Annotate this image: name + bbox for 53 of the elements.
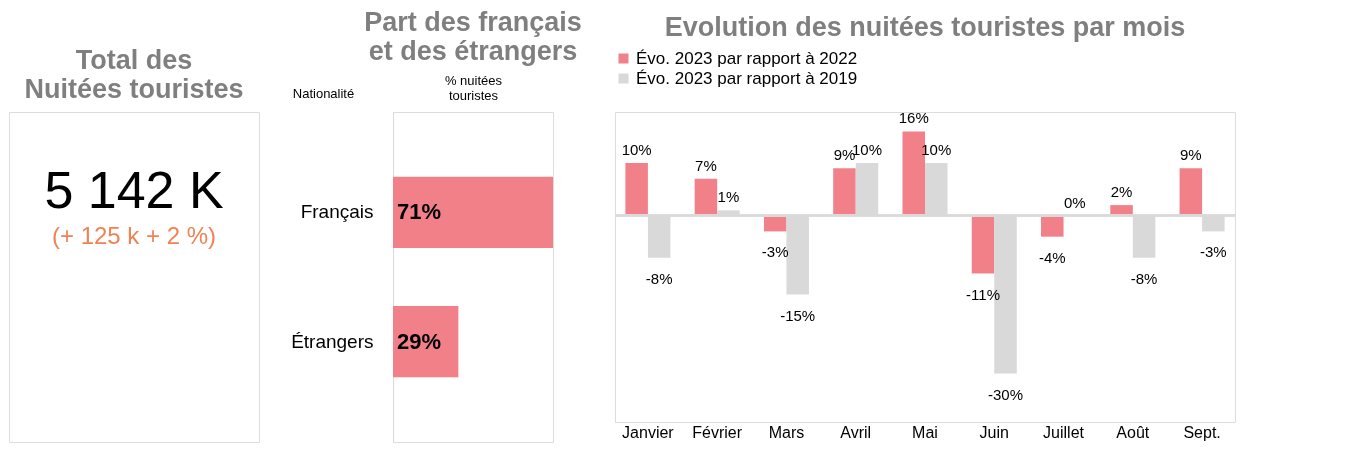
data-label: 7% <box>695 156 717 174</box>
legend-label: Évo. 2023 par rapport à 2022 <box>636 48 858 68</box>
x-tick-label: Mai <box>912 423 938 441</box>
bar <box>1132 215 1156 258</box>
bar <box>925 162 948 216</box>
bar <box>786 215 809 295</box>
data-label: -15% <box>780 306 816 324</box>
data-label: 10% <box>621 140 652 158</box>
x-tick-label: Août <box>1116 423 1150 441</box>
x-tick-label: Juillet <box>1043 423 1085 441</box>
bar <box>971 215 995 274</box>
bar <box>717 210 740 216</box>
y-axis-title: Nationalité <box>292 85 355 101</box>
bar <box>1202 215 1225 232</box>
bar <box>1041 215 1064 237</box>
data-label: -4% <box>1038 248 1066 266</box>
data-label: -8% <box>645 269 673 287</box>
data-label: 1% <box>717 188 740 206</box>
x-tick-label: Avril <box>840 423 872 441</box>
bar <box>1179 168 1203 216</box>
text: Total des Nuitées touristes <box>24 45 244 104</box>
x-tick-label: Mars <box>768 423 805 441</box>
data-label: 71% <box>397 199 442 225</box>
data-label: 10% <box>921 140 952 158</box>
bar <box>647 215 671 258</box>
data-label: -3% <box>761 243 789 261</box>
legend-label: Évo. 2023 par rapport à 2019 <box>636 68 858 88</box>
y-tick-label: Français <box>300 201 374 223</box>
data-label: -11% <box>966 285 1000 303</box>
data-label: 29% <box>397 328 442 354</box>
data-label: 16% <box>898 109 929 127</box>
x-tick-label: Février <box>692 423 743 441</box>
text: (+ 125 k + 2 %) <box>51 222 217 249</box>
x-tick-label: Janvier <box>622 423 675 441</box>
x-axis-title: % nuitées touristes <box>444 72 503 103</box>
bar <box>855 162 879 216</box>
data-label: -8% <box>1130 269 1158 287</box>
bar <box>625 162 648 216</box>
y-tick-label: Étrangers <box>291 330 374 352</box>
data-label: -30% <box>988 385 1024 403</box>
data-label: -3% <box>1200 243 1227 261</box>
data-label: 0% <box>1063 193 1086 211</box>
text: 5 142 K <box>44 161 224 219</box>
x-tick-label: Sept. <box>1183 423 1221 441</box>
chart-title: Part des français et des étrangers <box>364 7 582 66</box>
data-label: 2% <box>1110 183 1133 201</box>
bar <box>833 168 856 216</box>
bar <box>694 178 718 216</box>
bar <box>763 215 787 232</box>
bar <box>1110 205 1133 216</box>
x-tick-label: Juin <box>979 423 1009 441</box>
chart-title: Evolution des nuitées touristes par mois <box>664 12 1186 42</box>
data-label: 9% <box>1179 146 1202 164</box>
